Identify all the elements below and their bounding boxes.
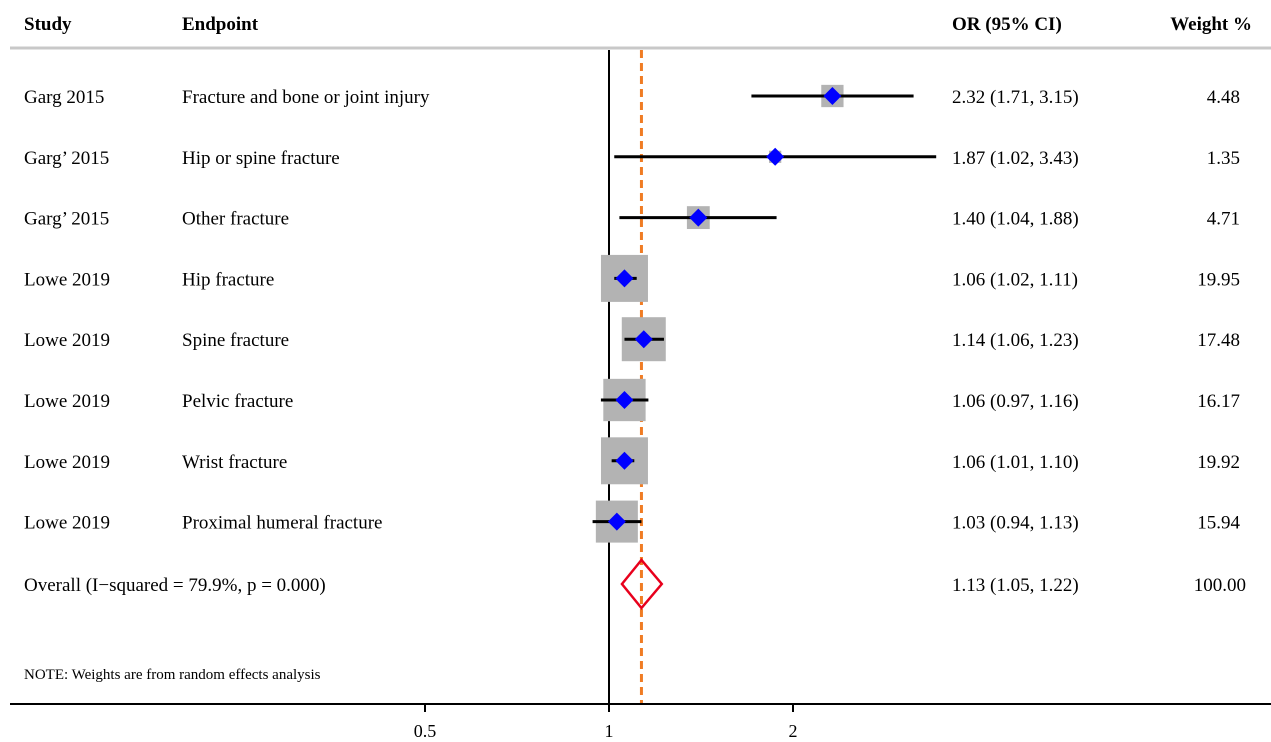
or-ci-value: 1.03 (0.94, 1.13) <box>952 513 1079 534</box>
or-ci-value: 1.06 (1.01, 1.10) <box>952 452 1079 473</box>
endpoint-name: Hip or spine fracture <box>182 148 340 169</box>
point-estimate <box>615 451 634 470</box>
study-name: Lowe 2019 <box>24 513 110 534</box>
study-name: Lowe 2019 <box>24 391 110 412</box>
endpoint-name: Hip fracture <box>182 269 274 290</box>
endpoint-name: Wrist fracture <box>182 452 287 473</box>
study-row <box>600 437 648 485</box>
overall-or-ci: 1.13 (1.05, 1.22) <box>952 575 1079 596</box>
row-labels: Garg 2015 Fracture and bone or joint inju… <box>24 87 1241 534</box>
study-name: Lowe 2019 <box>24 452 110 473</box>
or-ci-value: 1.06 (0.97, 1.16) <box>952 391 1079 412</box>
or-ci-value: 2.32 (1.71, 3.15) <box>952 87 1079 108</box>
study-row <box>592 500 642 543</box>
footnote: NOTE: Weights are from random effects an… <box>24 667 321 683</box>
x-tick-label: 2 <box>789 721 798 741</box>
or-ci-value: 1.14 (1.06, 1.23) <box>952 330 1079 351</box>
header-or-ci: OR (95% CI) <box>952 14 1062 35</box>
weight-value: 1.35 <box>1207 148 1240 169</box>
weight-value: 15.94 <box>1197 513 1240 534</box>
study-row <box>621 317 666 362</box>
or-ci-value: 1.40 (1.04, 1.88) <box>952 209 1079 230</box>
header-study: Study <box>24 14 72 35</box>
study-name: Garg’ 2015 <box>24 148 109 169</box>
weight-value: 4.71 <box>1207 209 1240 230</box>
x-tick-label: 1 <box>605 721 614 741</box>
point-estimate <box>689 208 708 227</box>
endpoint-name: Fracture and bone or joint injury <box>182 87 430 108</box>
header-endpoint: Endpoint <box>182 14 259 35</box>
header-weight: Weight % <box>1170 14 1252 35</box>
weight-value: 19.92 <box>1197 452 1240 473</box>
study-row <box>600 254 648 302</box>
or-ci-value: 1.87 (1.02, 3.43) <box>952 148 1079 169</box>
endpoint-name: Other fracture <box>182 209 289 230</box>
overall-weight: 100.00 <box>1194 575 1246 596</box>
point-estimate <box>634 330 653 349</box>
point-estimate <box>615 391 634 409</box>
endpoint-name: Proximal humeral fracture <box>182 513 382 534</box>
study-name: Garg’ 2015 <box>24 209 109 230</box>
study-row <box>751 84 914 108</box>
point-estimate <box>766 147 785 166</box>
point-estimate <box>615 269 634 288</box>
study-name: Garg 2015 <box>24 87 104 108</box>
x-tick-label: 0.5 <box>414 721 437 741</box>
study-row <box>619 206 777 230</box>
weight-value: 16.17 <box>1197 391 1240 412</box>
point-estimate <box>823 87 842 105</box>
endpoint-name: Pelvic fracture <box>182 391 293 412</box>
or-ci-value: 1.06 (1.02, 1.11) <box>952 269 1078 290</box>
overall-label: Overall (I−squared = 79.9%, p = 0.000) <box>24 575 326 596</box>
study-row <box>600 378 649 422</box>
point-estimate <box>607 512 626 531</box>
study-name: Lowe 2019 <box>24 330 110 351</box>
overall-diamond <box>620 558 664 610</box>
x-axis-ticks: 0.5 1 2 <box>414 704 798 741</box>
weight-value: 19.95 <box>1197 269 1240 290</box>
forest-marks <box>592 50 937 704</box>
weight-value: 4.48 <box>1207 87 1240 108</box>
endpoint-name: Spine fracture <box>182 330 289 351</box>
study-name: Lowe 2019 <box>24 269 110 290</box>
study-row <box>614 147 937 166</box>
weight-value: 17.48 <box>1197 330 1240 351</box>
